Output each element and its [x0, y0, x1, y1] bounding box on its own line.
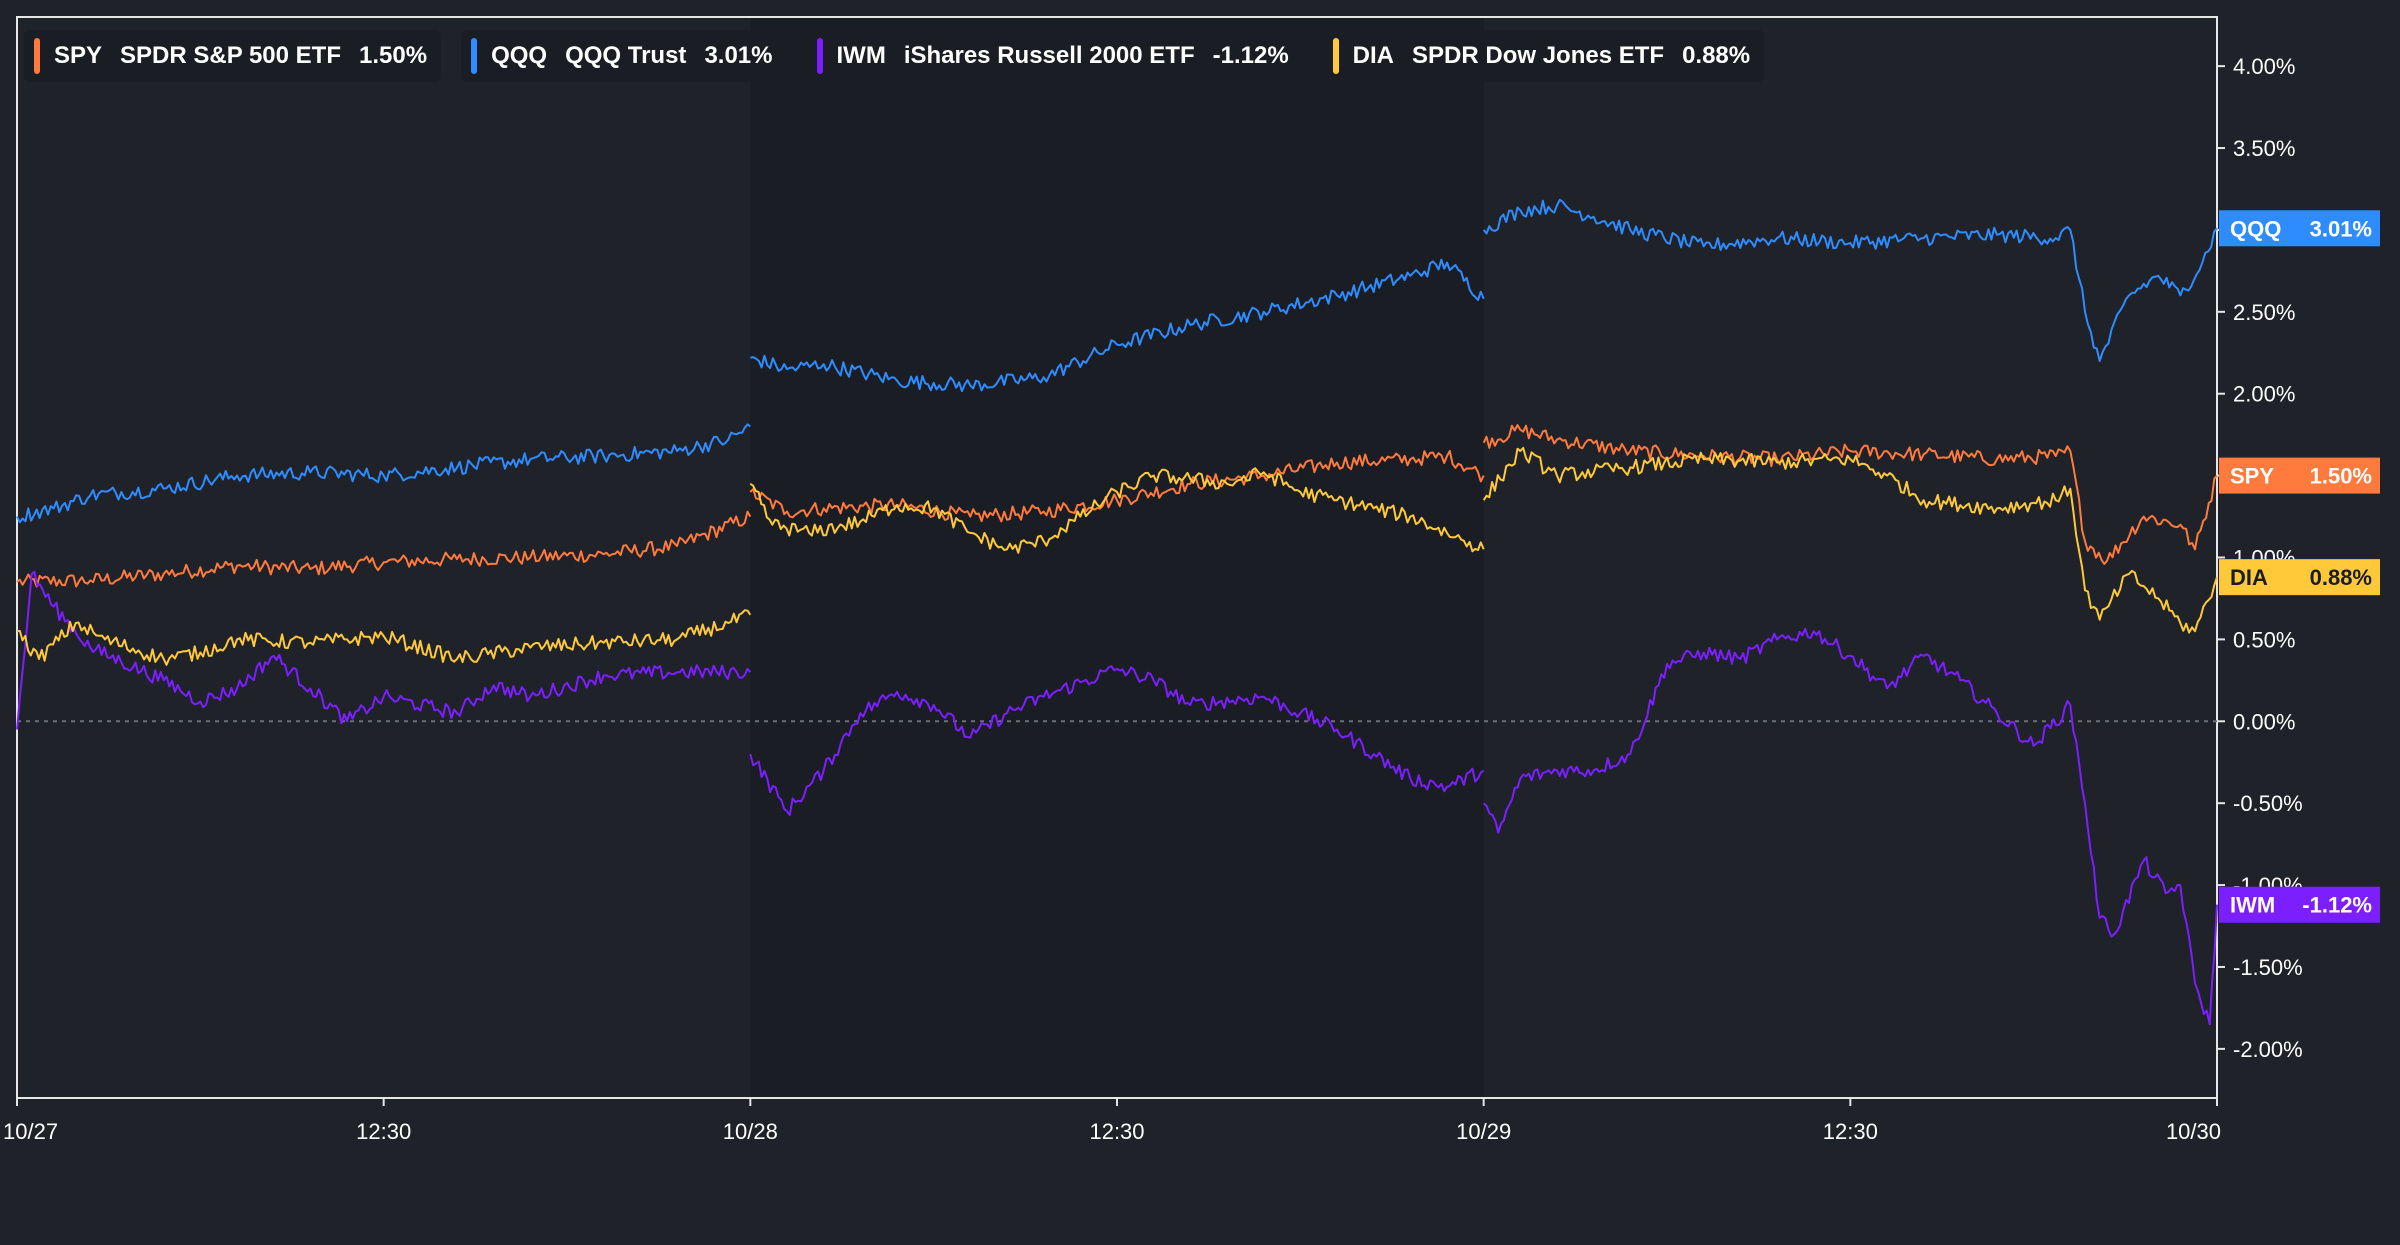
end-label-symbol: SPY: [2230, 464, 2274, 489]
series-line-dia: [749, 467, 1485, 554]
legend-name: SPDR Dow Jones ETF: [1412, 42, 1665, 69]
legend-change: 1.50%: [359, 42, 428, 69]
legend-symbol: QQQ: [491, 42, 548, 69]
legend-swatch: [1332, 38, 1339, 74]
end-label-value: -1.12%: [2302, 893, 2372, 918]
y-tick-label: 2.50%: [2233, 300, 2295, 325]
x-tick-label: 10/27: [3, 1119, 58, 1144]
series-line-iwm: [16, 570, 752, 730]
end-label-symbol: QQQ: [2230, 216, 2281, 241]
x-tick-label: 10/29: [1456, 1119, 1511, 1144]
series-iwm: [16, 570, 2218, 1026]
end-label-value: 1.50%: [2310, 464, 2372, 489]
end-label-iwm: IWM -1.12%: [2219, 886, 2380, 923]
end-label-value: 3.01%: [2310, 216, 2372, 241]
series-line-spy: [749, 450, 1485, 523]
series-spy: [16, 424, 2218, 588]
x-tick-label: 10/28: [723, 1119, 778, 1144]
series-line-spy: [16, 510, 752, 588]
end-label-dia: DIA 0.88%: [2219, 559, 2380, 596]
legend-name: QQQ Trust: [565, 42, 687, 69]
legend-change: -1.12%: [1212, 42, 1289, 69]
y-tick-label: 4.00%: [2233, 54, 2295, 79]
y-tick-label: 0.00%: [2233, 709, 2295, 734]
legend-item-spy[interactable]: SPY SPDR S&P 500 ETF 1.50%: [24, 30, 442, 82]
end-label-qqq: QQQ 3.01%: [2219, 210, 2380, 247]
legend-change: 3.01%: [704, 42, 773, 69]
legend-symbol: DIA: [1352, 42, 1395, 69]
legend-swatch: [34, 38, 40, 74]
end-label-box: [2219, 210, 2380, 247]
session-shade: [750, 17, 1484, 1098]
legend-item-dia[interactable]: DIA SPDR Dow Jones ETF 0.88%: [1322, 30, 1765, 82]
series-line-spy: [1482, 424, 2218, 565]
series-line-qqq: [1482, 198, 2218, 362]
end-label-box: [2219, 559, 2380, 596]
legend-item-iwm[interactable]: IWM iShares Russell 2000 ETF -1.12%: [806, 30, 1303, 82]
series-line-dia: [16, 609, 752, 666]
y-tick-label: -0.50%: [2233, 791, 2303, 816]
y-tick-label: 3.50%: [2233, 136, 2295, 161]
x-tick-label: 12:30: [1089, 1119, 1144, 1144]
end-label-spy: SPY 1.50%: [2219, 457, 2380, 494]
series-line-qqq: [750, 258, 1485, 393]
legend-item-qqq[interactable]: QQQ QQQ Trust 3.01%: [461, 30, 787, 82]
series-line-iwm: [1483, 627, 2218, 1026]
legend-symbol: IWM: [836, 42, 886, 69]
y-tick-label: -2.00%: [2233, 1037, 2303, 1062]
legend-swatch: [816, 38, 823, 74]
end-label-box: [2219, 457, 2380, 494]
end-label-symbol: DIA: [2230, 565, 2268, 590]
y-tick-label: 0.50%: [2233, 627, 2295, 652]
legend-symbol: SPY: [54, 42, 103, 69]
x-tick-label: 12:30: [1823, 1119, 1878, 1144]
x-tick-label: 12:30: [356, 1119, 411, 1144]
x-tick-label: 10/30: [2166, 1119, 2221, 1144]
legend-name: iShares Russell 2000 ETF: [903, 42, 1195, 69]
series-line-iwm: [749, 665, 1485, 816]
series-qqq: [16, 198, 2218, 524]
legend: SPY SPDR S&P 500 ETF 1.50% QQQ QQQ Trust 3.01…: [24, 30, 1765, 82]
series-line-dia: [1482, 446, 2218, 634]
legend-swatch: [471, 38, 478, 74]
y-tick-label: 2.00%: [2233, 382, 2295, 407]
legend-name: SPDR S&P 500 ETF: [120, 42, 341, 69]
end-label-box: [2219, 886, 2380, 923]
series-dia: [16, 446, 2218, 666]
legend-change: 0.88%: [1682, 42, 1751, 69]
y-tick-label: -1.50%: [2233, 955, 2303, 980]
series-line-qqq: [16, 423, 751, 524]
end-label-value: 0.88%: [2310, 565, 2372, 590]
end-label-symbol: IWM: [2230, 893, 2275, 918]
